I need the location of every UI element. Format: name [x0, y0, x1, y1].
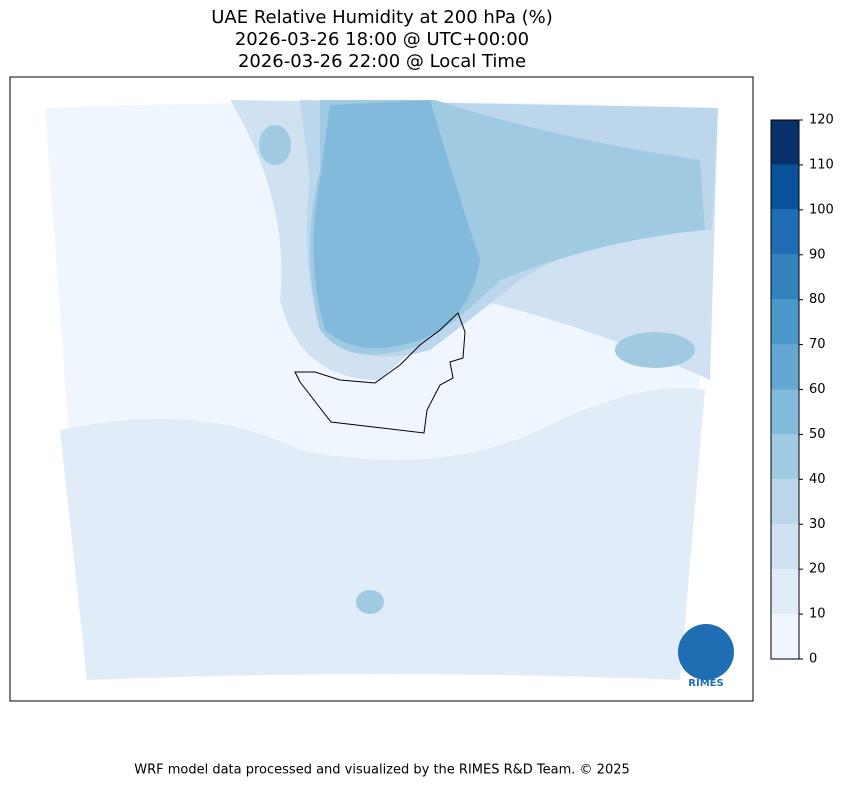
colorbar-tick-label: 10 — [809, 607, 826, 622]
colorbar: 0 10 20 30 40 50 60 70 80 90 100 110 120 — [770, 113, 834, 667]
field — [313, 100, 480, 348]
logo-label: RIMES — [688, 678, 723, 689]
field — [259, 125, 291, 165]
colorbar-tick-label: 0 — [809, 652, 817, 667]
colorbar-segment — [771, 344, 799, 390]
colorbar-segment — [771, 209, 799, 255]
colorbar-tick-label: 20 — [809, 562, 826, 577]
colorbar-segment — [771, 479, 799, 525]
colorbar-segment — [771, 164, 799, 210]
title-line: 2026-03-26 18:00 @ UTC+00:00 — [235, 29, 529, 50]
colorbar-segment — [771, 389, 799, 435]
colorbar-tick-label: 30 — [809, 517, 826, 532]
field — [356, 590, 384, 614]
title-line: 2026-03-26 22:00 @ Local Time — [238, 51, 526, 72]
country-border — [294, 312, 466, 434]
colorbar-tick-label: 90 — [809, 247, 826, 262]
title-line: UAE Relative Humidity at 200 hPa (%) — [211, 7, 552, 28]
colorbar-tick-label: 50 — [809, 427, 826, 442]
colorbar-segment — [771, 299, 799, 345]
colorbar-segment — [771, 524, 799, 570]
field — [615, 332, 695, 368]
field — [60, 388, 705, 680]
colorbar-segment — [771, 434, 799, 480]
colorbar-tick-label: 60 — [809, 382, 826, 397]
footer: WRF model data processed and visualized … — [134, 763, 630, 778]
colorbar-segment — [771, 614, 799, 659]
colorbar-segment — [771, 254, 799, 300]
colorbar-tick-label: 40 — [809, 472, 826, 487]
map: RIMES — [9, 76, 754, 702]
logo — [678, 624, 734, 680]
colorbar-tick-label: 70 — [809, 337, 826, 352]
colorbar-tick-label: 80 — [809, 292, 826, 307]
colorbar-tick-label: 120 — [809, 113, 834, 128]
colorbar-tick-label: 100 — [809, 202, 834, 217]
colorbar-segment — [771, 569, 799, 615]
colorbar-segment — [771, 120, 799, 165]
colorbar-tick-label: 110 — [809, 157, 834, 172]
